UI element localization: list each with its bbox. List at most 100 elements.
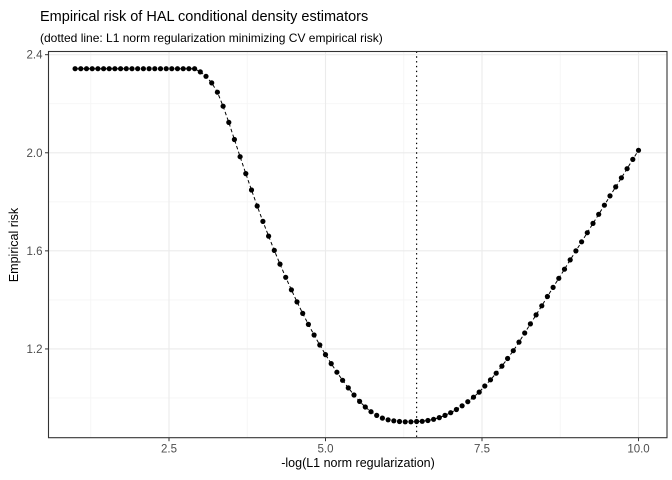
data-point — [522, 330, 528, 336]
data-point — [197, 69, 203, 75]
data-point — [351, 392, 357, 398]
data-point — [112, 66, 118, 72]
data-point — [414, 418, 420, 425]
data-point — [510, 348, 516, 354]
data-point — [544, 293, 551, 300]
data-point — [152, 66, 158, 72]
data-point — [465, 399, 471, 405]
data-point — [220, 103, 226, 109]
x-tick-label: 5.0 — [318, 444, 334, 456]
data-point — [607, 193, 613, 199]
data-point — [300, 310, 306, 316]
data-point — [135, 66, 141, 72]
data-point — [425, 417, 431, 424]
data-point — [334, 369, 340, 375]
data-point — [408, 419, 414, 425]
y-tick-label: 1.6 — [27, 246, 43, 258]
y-tick-label: 2.4 — [27, 50, 44, 62]
data-point — [95, 66, 101, 72]
x-tick-label: 7.5 — [474, 444, 490, 456]
data-point — [78, 66, 84, 72]
data-point — [630, 156, 636, 162]
data-point — [579, 239, 585, 245]
data-point — [470, 394, 477, 400]
data-point — [573, 248, 579, 254]
data-point — [482, 383, 488, 389]
data-point — [288, 287, 294, 293]
y-tick-label: 2.0 — [27, 148, 43, 160]
panel-border — [47, 50, 668, 439]
data-point — [516, 339, 522, 345]
data-point — [174, 66, 181, 72]
data-point — [146, 66, 152, 72]
data-point — [248, 187, 255, 193]
data-point — [550, 284, 556, 290]
data-point — [283, 274, 289, 280]
data-point — [584, 230, 590, 236]
data-point — [140, 66, 146, 72]
data-point — [391, 418, 397, 424]
data-point — [442, 412, 448, 418]
data-point — [567, 257, 573, 263]
data-point — [266, 233, 272, 239]
data-point — [186, 66, 192, 72]
data-point — [231, 136, 237, 143]
data-point — [203, 73, 209, 79]
x-tick-label: 2.5 — [161, 444, 177, 456]
data-point — [436, 415, 442, 421]
data-point — [243, 171, 249, 177]
data-point — [385, 417, 391, 423]
data-point — [505, 355, 511, 362]
data-point — [118, 66, 124, 72]
data-point — [322, 352, 329, 358]
plot-title: Empirical risk of HAL conditional densit… — [40, 9, 369, 25]
data-point — [561, 266, 568, 272]
data-point — [345, 385, 351, 391]
data-point — [89, 66, 95, 72]
data-point — [305, 321, 311, 327]
data-point — [294, 299, 300, 305]
data-point — [180, 66, 186, 72]
plot-subtitle: (dotted line: L1 norm regularization min… — [40, 31, 383, 45]
data-point — [214, 89, 220, 95]
data-point — [431, 416, 437, 422]
data-point — [72, 66, 78, 72]
data-point — [169, 66, 175, 72]
data-point — [453, 406, 459, 413]
data-point — [618, 175, 625, 181]
data-point — [277, 261, 283, 267]
x-tick-label: 10.0 — [627, 444, 649, 456]
data-point — [596, 211, 602, 217]
data-point — [192, 66, 198, 72]
data-point — [362, 404, 368, 410]
data-point — [357, 398, 363, 404]
data-point — [123, 66, 129, 72]
data-point — [271, 247, 277, 253]
x-axis-title: -log(L1 norm regularization) — [281, 456, 435, 470]
data-point — [556, 275, 562, 281]
data-point — [624, 166, 630, 172]
data-point — [83, 66, 90, 72]
series-line — [75, 68, 639, 423]
data-point — [311, 332, 317, 338]
data-point — [328, 361, 334, 367]
data-point — [379, 415, 385, 421]
data-point — [368, 409, 374, 415]
data-point — [476, 389, 482, 395]
y-tick-label: 1.2 — [27, 344, 43, 356]
data-point — [396, 418, 403, 425]
data-point — [419, 418, 425, 424]
data-point — [163, 66, 169, 72]
data-point — [402, 419, 408, 425]
data-point — [101, 66, 107, 72]
data-point — [237, 154, 243, 160]
data-point — [374, 412, 380, 418]
data-point — [459, 403, 465, 409]
data-point — [226, 119, 232, 125]
data-point — [129, 66, 135, 72]
data-point — [487, 377, 494, 383]
data-point — [448, 410, 454, 416]
data-point — [590, 220, 596, 226]
